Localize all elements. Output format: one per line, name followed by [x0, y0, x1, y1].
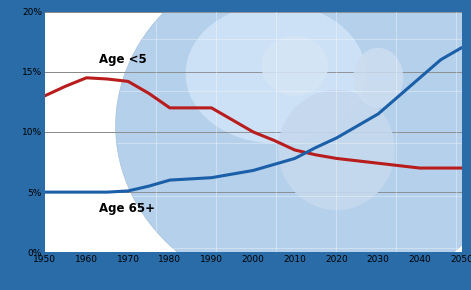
Ellipse shape	[186, 4, 365, 143]
Text: Age 65+: Age 65+	[99, 202, 155, 215]
Ellipse shape	[115, 0, 471, 290]
Text: Age <5: Age <5	[99, 53, 146, 66]
Ellipse shape	[261, 36, 328, 96]
Ellipse shape	[278, 90, 395, 210]
Ellipse shape	[353, 48, 403, 108]
